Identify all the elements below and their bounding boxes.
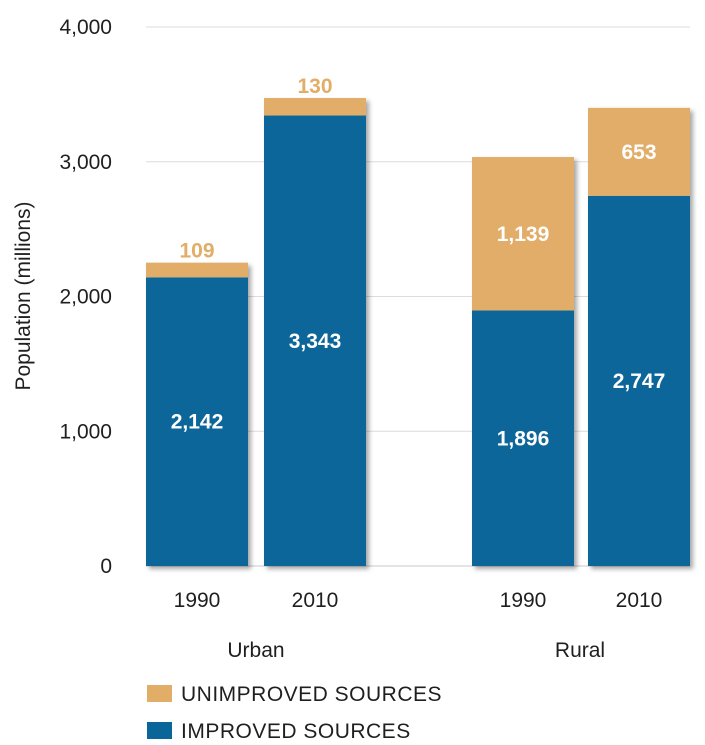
y-axis-label: Population (millions): [12, 201, 35, 390]
legend-swatch: [147, 685, 172, 702]
bar-stack: [264, 98, 366, 566]
x-tick-label: 2010: [616, 589, 663, 612]
data-label-unimproved: 109: [179, 240, 214, 263]
bars: [146, 98, 690, 567]
group-labels: Urban Rural: [227, 639, 605, 662]
bar-unimproved: [472, 157, 574, 311]
bar-improved: [146, 277, 248, 566]
legend-label: UNIMPROVED SOURCES: [181, 683, 442, 706]
bar-improved: [472, 310, 574, 566]
y-tick-label: 1,000: [59, 420, 112, 443]
bar-stack: [146, 262, 248, 566]
data-label-unimproved: 130: [297, 75, 332, 98]
data-label-improved: 1,896: [497, 427, 550, 450]
y-tick-label: 0: [100, 555, 112, 578]
x-tick-label: 2010: [292, 589, 339, 612]
legend-label: IMPROVED SOURCES: [181, 720, 411, 743]
bar-improved: [264, 115, 366, 566]
group-label-rural: Rural: [555, 639, 605, 662]
y-tick-label: 4,000: [59, 16, 112, 39]
data-label-unimproved: 653: [621, 141, 656, 164]
legend: UNIMPROVED SOURCES IMPROVED SOURCES: [147, 683, 442, 743]
data-label-unimproved: 1,139: [497, 223, 550, 246]
bar-improved: [588, 195, 690, 567]
x-tick-label: 1990: [174, 589, 221, 612]
y-axis-ticks: 0 1,000 2,000 3,000 4,000: [59, 16, 112, 578]
bar-unimproved: [588, 107, 690, 196]
bar-stack: [588, 107, 690, 567]
x-axis-ticks: 1990 2010 1990 2010: [174, 589, 663, 612]
legend-item: IMPROVED SOURCES: [147, 720, 411, 743]
y-tick-label: 3,000: [59, 151, 112, 174]
y-tick-label: 2,000: [59, 286, 112, 309]
bar-stack: [472, 157, 574, 566]
x-tick-label: 1990: [500, 589, 547, 612]
data-label-improved: 2,747: [613, 370, 666, 393]
legend-swatch: [147, 722, 172, 739]
data-label-improved: 2,142: [171, 411, 224, 434]
legend-item: UNIMPROVED SOURCES: [147, 683, 442, 706]
data-labels: 2,142 109 3,343 130 1,896 1,139 2,747 653: [171, 75, 666, 450]
data-label-improved: 3,343: [289, 330, 342, 353]
bar-unimproved: [264, 98, 366, 116]
bar-unimproved: [146, 262, 248, 278]
group-label-urban: Urban: [227, 639, 284, 662]
